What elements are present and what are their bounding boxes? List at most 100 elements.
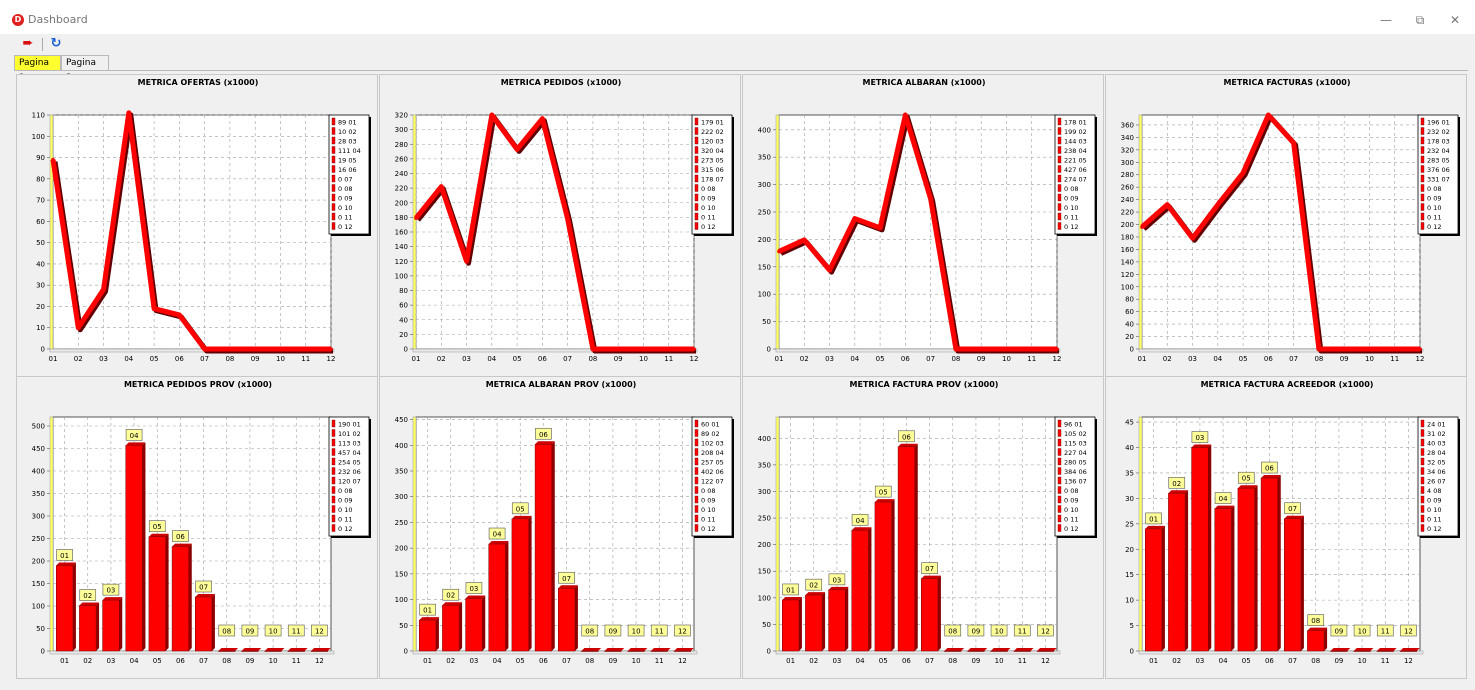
bar-side <box>165 533 169 651</box>
y-tick-label: 100 <box>758 291 771 299</box>
legend-entry: 16 06 <box>338 166 357 174</box>
legend-entry: 0 12 <box>1064 525 1078 533</box>
bar-side <box>868 527 872 651</box>
data-label-box <box>990 624 1008 637</box>
data-point <box>616 347 620 351</box>
chart-title: METRICA PEDIDOS PROV (x1000) <box>124 380 272 389</box>
bar-top <box>782 596 802 600</box>
tab-pagina-2[interactable]: Pagina 2 <box>61 55 109 83</box>
legend-entry: 96 01 <box>1064 421 1083 429</box>
legend-swatch <box>694 146 699 154</box>
legend-entry: 232 02 <box>1427 128 1450 136</box>
x-tick-label: 07 <box>1289 355 1298 363</box>
bar <box>828 589 846 652</box>
legend-swatch <box>1420 155 1425 164</box>
bar <box>944 650 962 652</box>
y-tick-label: 150 <box>758 568 771 576</box>
legend-swatch <box>694 184 699 192</box>
legend-swatch <box>694 419 699 428</box>
legend-entry: 0 08 <box>1427 185 1441 193</box>
bar-side <box>798 596 802 651</box>
x-tick-label: 06 <box>1264 355 1273 363</box>
data-label-box <box>264 624 282 637</box>
bar-side <box>1231 505 1235 651</box>
data-label: 04 <box>130 432 139 440</box>
restore-icon[interactable]: ⧉ <box>1415 13 1425 27</box>
x-tick-label: 12 <box>315 657 324 665</box>
minimize-icon[interactable]: — <box>1380 13 1392 27</box>
bar <box>1330 650 1348 652</box>
legend-swatch <box>694 524 699 532</box>
legend-swatch <box>1420 429 1425 437</box>
y-tick-label: 160 <box>1121 246 1134 254</box>
legend-swatch <box>1057 212 1062 221</box>
legend-entry: 376 06 <box>1427 166 1450 174</box>
data-label-box <box>674 624 691 637</box>
legend-entry: 254 05 <box>338 459 361 467</box>
legend-entry: 178 01 <box>1064 119 1087 127</box>
data-label-box <box>1037 624 1054 637</box>
legend-swatch <box>331 174 336 183</box>
data-label-box <box>967 624 985 637</box>
y-tick-label: 300 <box>395 493 408 501</box>
chart-left-wall <box>1138 416 1143 652</box>
exit-icon[interactable]: ➨ <box>22 36 34 51</box>
data-label: 01 <box>786 586 795 594</box>
data-point <box>515 147 519 152</box>
data-label-box <box>650 624 668 637</box>
data-label: 02 <box>1172 480 1181 488</box>
legend-entry: 0 09 <box>1064 195 1078 203</box>
legend-entry: 0 08 <box>1064 185 1078 193</box>
legend-swatch <box>1420 467 1425 475</box>
legend-entry: 0 11 <box>338 214 352 222</box>
data-point <box>802 238 807 242</box>
data-point <box>414 216 418 220</box>
y-tick-label: 260 <box>1121 184 1134 192</box>
y-tick-label: 140 <box>1121 258 1134 266</box>
legend-entry: 0 09 <box>1064 497 1078 505</box>
close-icon[interactable]: ✕ <box>1449 13 1461 27</box>
tab-pagina-1[interactable]: Pagina 1 <box>14 55 61 83</box>
data-label: 08 <box>1311 617 1320 625</box>
legend-entry: 190 01 <box>338 421 361 429</box>
bar-top <box>311 648 331 651</box>
y-tick-label: 200 <box>758 236 771 244</box>
refresh-icon[interactable]: ↻ <box>50 36 62 51</box>
y-tick-label: 400 <box>32 468 45 476</box>
x-tick-label: 09 <box>1340 355 1349 363</box>
y-tick-label: 60 <box>1125 308 1134 316</box>
x-tick-label: 11 <box>655 657 664 665</box>
bar <box>627 650 645 652</box>
data-label-box <box>311 624 328 637</box>
legend-swatch <box>1057 203 1062 211</box>
data-point <box>228 347 232 351</box>
bar <box>488 543 506 652</box>
bar-side <box>845 586 849 651</box>
bar <box>125 445 143 652</box>
legend-swatch <box>331 203 336 211</box>
x-tick-label: 06 <box>1265 657 1274 665</box>
data-label-box <box>782 583 799 596</box>
data-label: 03 <box>469 585 478 593</box>
bar-side <box>1324 627 1328 651</box>
legend-entry: 0 11 <box>1064 214 1078 222</box>
y-tick-label: 60 <box>399 302 408 310</box>
legend-swatch <box>1420 448 1425 456</box>
x-tick-label: 11 <box>1018 657 1027 665</box>
legend-entry: 178 07 <box>701 176 724 184</box>
data-label: 03 <box>106 587 115 595</box>
y-tick-label: 0 <box>1130 346 1134 354</box>
legend-entry: 283 05 <box>1427 157 1450 165</box>
x-tick-label: 11 <box>1381 657 1390 665</box>
y-tick-label: 200 <box>32 558 45 566</box>
legend-swatch <box>331 457 336 466</box>
x-tick-label: 12 <box>1053 355 1062 363</box>
legend-swatch <box>694 514 699 523</box>
data-point <box>1055 347 1059 351</box>
data-label: 06 <box>539 431 548 439</box>
legend-entry: 0 07 <box>338 176 352 184</box>
bar-top <box>1168 490 1189 494</box>
y-tick-label: 500 <box>32 423 45 431</box>
x-tick-label: 05 <box>1239 355 1248 363</box>
x-tick-label: 09 <box>245 657 254 665</box>
